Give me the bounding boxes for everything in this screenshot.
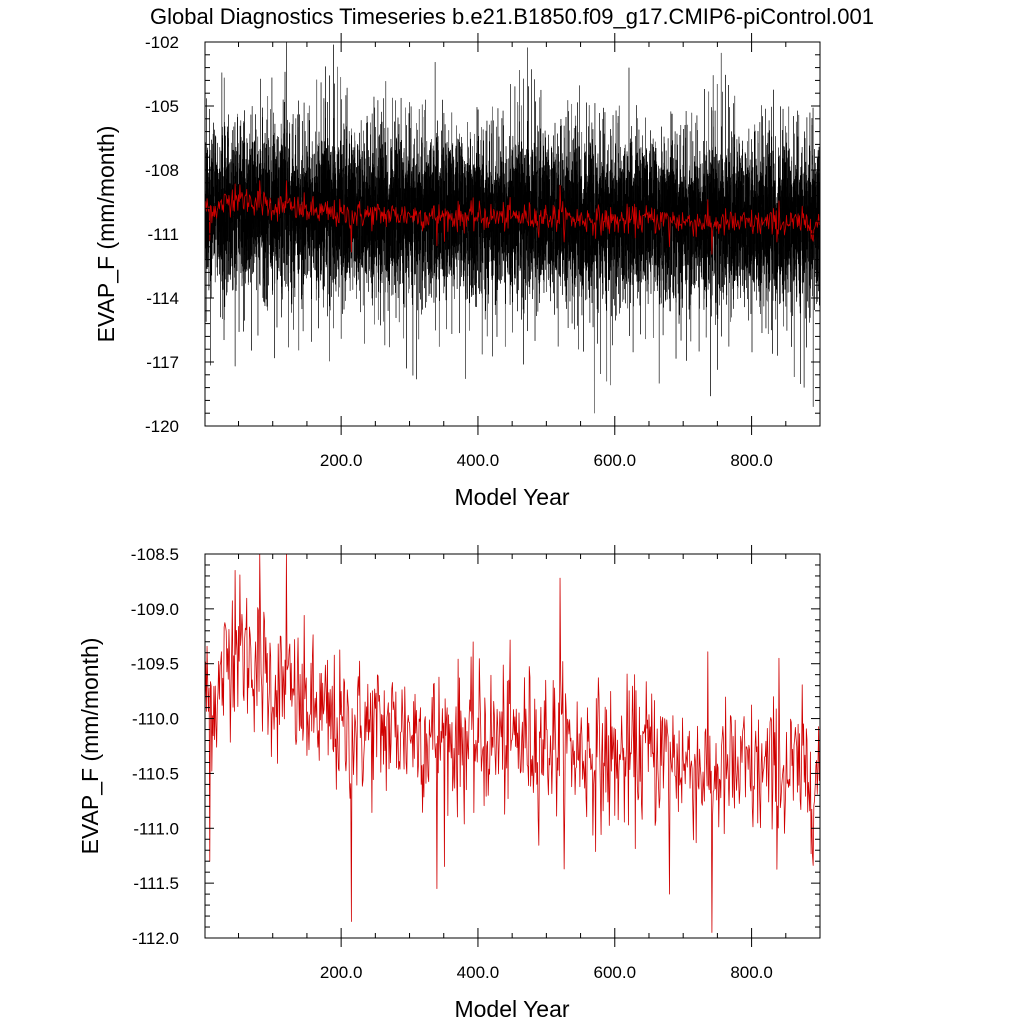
x-tick-label: 400.0 <box>457 451 500 470</box>
top-y-axis-label: EVAP_F (mm/month) <box>93 126 119 343</box>
y-tick-label: -109.5 <box>131 655 179 674</box>
top-monthly-series-line <box>204 41 821 414</box>
y-tick-label: -120 <box>145 417 179 436</box>
top-x-tick-labels: 200.0 400.0 600.0 800.0 <box>320 451 773 470</box>
y-tick-label: -111.0 <box>133 819 179 838</box>
bottom-y-axis-label: EVAP_F (mm/month) <box>77 638 103 855</box>
bottom-annual-series-line <box>204 553 821 933</box>
y-tick-label: -117 <box>146 353 179 372</box>
y-tick-label: -110.0 <box>132 710 179 729</box>
x-tick-label: 800.0 <box>730 451 773 470</box>
y-tick-label: -105 <box>145 97 179 116</box>
chart-title: Global Diagnostics Timeseries b.e21.B185… <box>150 4 874 29</box>
y-tick-label: -110.5 <box>132 764 179 783</box>
bottom-ticks <box>205 545 820 947</box>
y-tick-label: -109.0 <box>131 600 179 619</box>
y-tick-label: -108.5 <box>131 545 179 564</box>
bottom-plot-data <box>204 553 821 933</box>
y-tick-label: -108 <box>145 161 179 180</box>
y-tick-label: -102 <box>145 33 179 52</box>
bottom-panel: -112.0 -111.5 -111.0 -110.5 -110.0 -109.5 -109… <box>77 545 821 1022</box>
y-tick-label: -111 <box>147 225 179 244</box>
top-panel: -120 -117 -114 -111 -108 -105 -102 200.0 400.0 6… <box>93 33 821 510</box>
top-plot-data <box>204 41 821 414</box>
bottom-x-axis-label: Model Year <box>454 996 569 1022</box>
top-ticks <box>205 33 820 435</box>
top-annual-series-line <box>204 180 821 255</box>
y-tick-label: -114 <box>146 289 179 308</box>
bottom-plot-frame <box>204 553 821 939</box>
y-tick-label: -111.5 <box>133 874 179 893</box>
top-y-tick-labels: -120 -117 -114 -111 -108 -105 -102 <box>145 33 179 436</box>
x-tick-label: 400.0 <box>457 963 500 982</box>
x-tick-label: 600.0 <box>593 451 636 470</box>
x-tick-label: 200.0 <box>320 451 363 470</box>
bottom-x-tick-labels: 200.0 400.0 600.0 800.0 <box>320 963 773 982</box>
x-tick-label: 200.0 <box>320 963 363 982</box>
x-tick-label: 600.0 <box>593 963 636 982</box>
bottom-y-tick-labels: -112.0 -111.5 -111.0 -110.5 -110.0 -109.5 -109… <box>131 545 179 948</box>
x-tick-label: 800.0 <box>730 963 773 982</box>
top-x-axis-label: Model Year <box>454 484 569 510</box>
y-tick-label: -112.0 <box>132 929 179 948</box>
